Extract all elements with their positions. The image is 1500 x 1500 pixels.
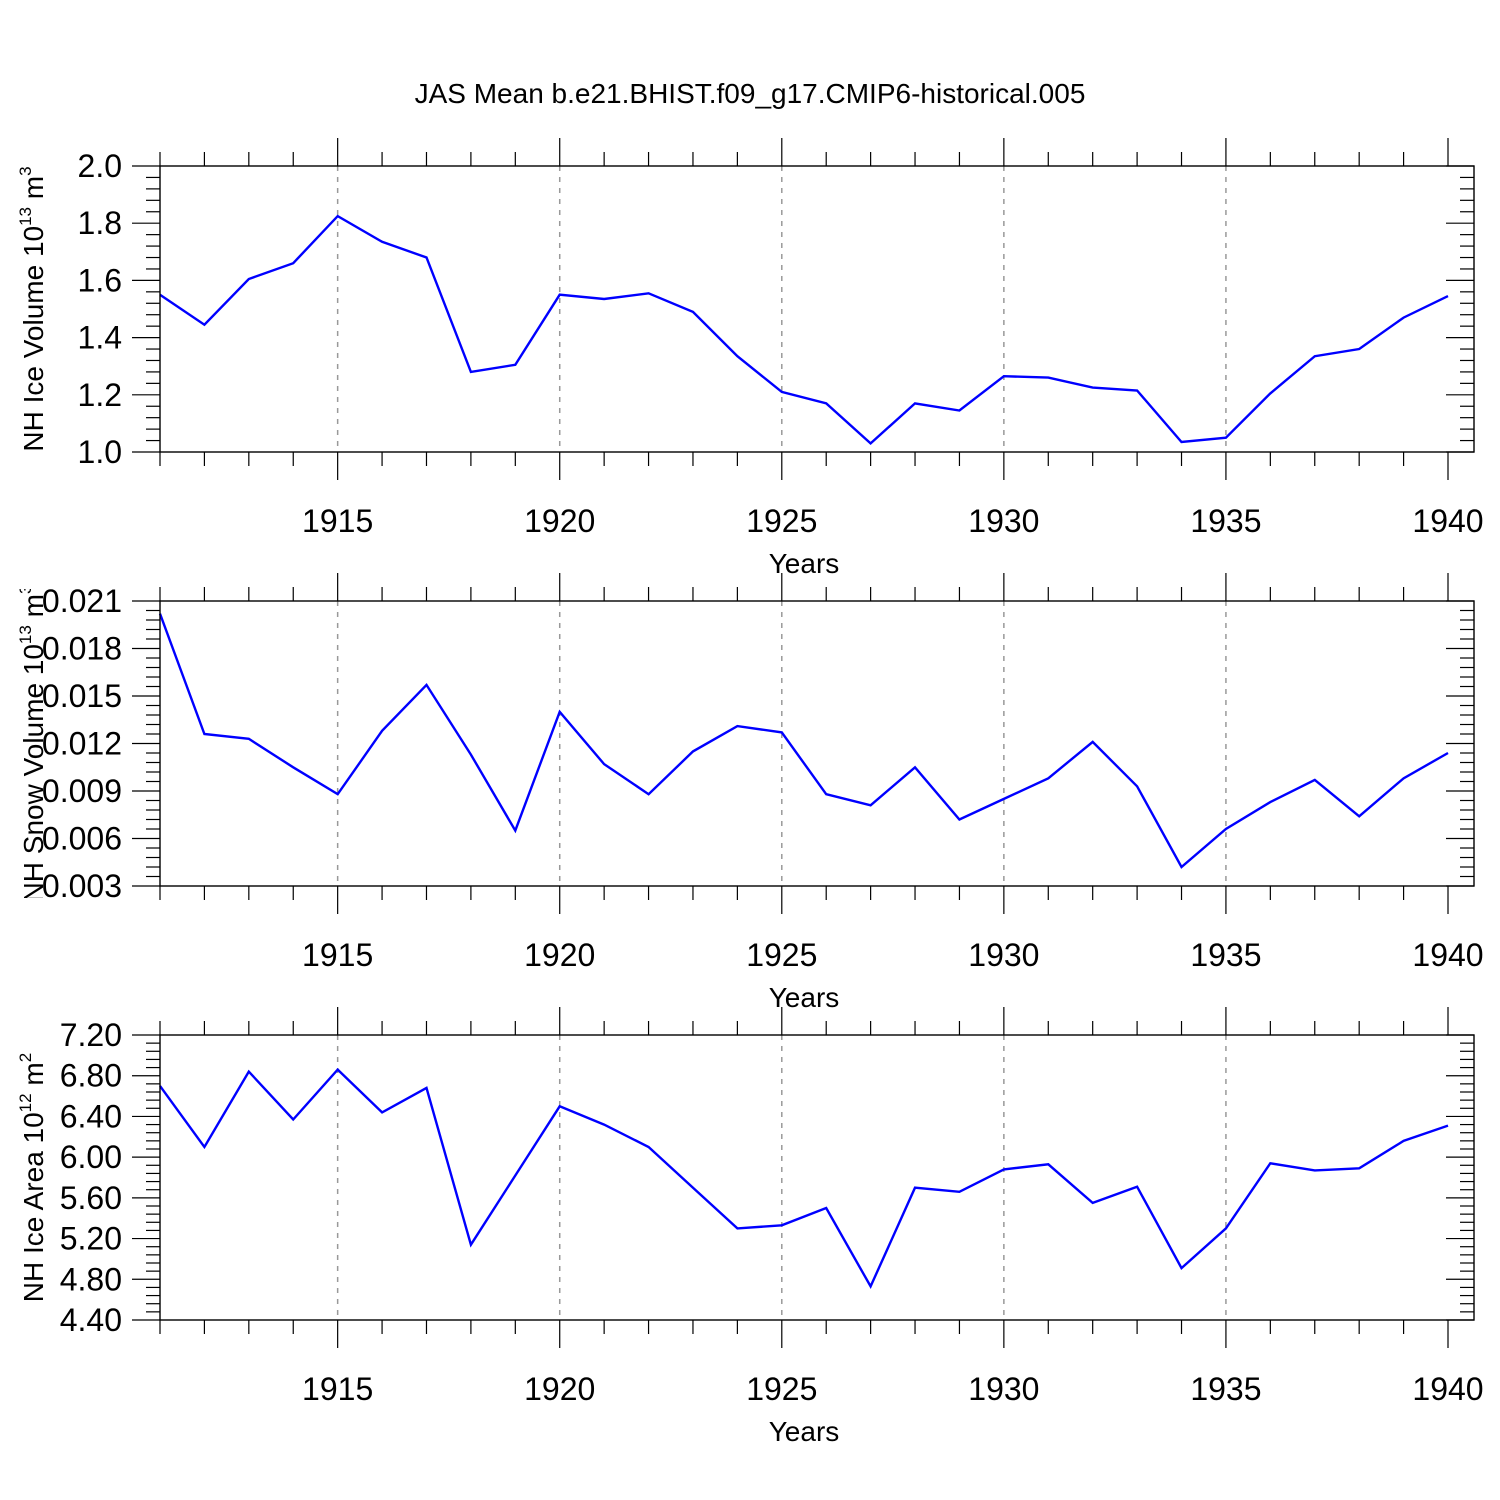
series-line — [158, 613, 1449, 869]
x-tick-label: 1925 — [746, 1371, 817, 1407]
plot-frame — [159, 1034, 1475, 1321]
y-tick-label: 0.009 — [42, 773, 122, 809]
y-tick-label: 0.015 — [42, 678, 122, 714]
x-tick-label: 1940 — [1412, 503, 1483, 539]
y-tick-label: 0.018 — [42, 631, 122, 667]
y-tick-label: 2.0 — [78, 148, 122, 184]
x-tick-label: 1930 — [968, 937, 1039, 973]
x-tick-label: 1925 — [746, 503, 817, 539]
x-axis-title: Years — [769, 982, 840, 1013]
panel-1: 1915 1920 1925 1930 1935 1940 Years 1.0 1.2 1.4 1.… — [16, 138, 1484, 579]
y-tick-label: 0.021 — [42, 583, 122, 619]
x-tick-label: 1935 — [1190, 503, 1261, 539]
y-tick-label: 6.80 — [60, 1058, 122, 1094]
y-tick-label: 0.006 — [42, 821, 122, 857]
y-tick-label: 7.20 — [60, 1017, 122, 1053]
x-tick-label: 1920 — [524, 937, 595, 973]
y-tick-label: 1.2 — [78, 377, 122, 413]
y-tick-label: 6.00 — [60, 1139, 122, 1175]
y-tick-label: 0.012 — [42, 726, 122, 762]
x-tick-label: 1935 — [1190, 937, 1261, 973]
x-tick-label: 1915 — [302, 503, 373, 539]
plot-frame — [159, 600, 1475, 887]
x-tick-label: 1940 — [1412, 937, 1483, 973]
y-axis-title: NH Ice Area 1012 m2 — [16, 1053, 49, 1302]
plot-frame — [159, 165, 1475, 453]
panel-3: 1915 1920 1925 1930 1935 1940 Years 4.40 4.80 5.2… — [16, 1007, 1484, 1447]
series-line — [159, 214, 1449, 446]
x-tick-label: 1930 — [968, 1371, 1039, 1407]
y-tick-label: 4.80 — [60, 1261, 122, 1297]
y-tick-label: 4.40 — [60, 1302, 122, 1338]
x-tick-label: 1920 — [524, 1371, 595, 1407]
x-axis-title: Years — [769, 548, 840, 579]
x-tick-label: 1930 — [968, 503, 1039, 539]
x-tick-label: 1915 — [302, 1371, 373, 1407]
series-line — [159, 1067, 1449, 1290]
y-axis-title: NH Ice Volume 1013 m3 — [16, 166, 49, 451]
x-axis-title: Years — [769, 1416, 840, 1447]
x-tick-label: 1925 — [746, 937, 817, 973]
y-tick-label: 5.60 — [60, 1180, 122, 1216]
y-tick-label: 1.0 — [78, 434, 122, 470]
y-tick-label: 1.4 — [78, 320, 122, 356]
y-tick-label: 6.40 — [60, 1098, 122, 1134]
x-tick-label: 1935 — [1190, 1371, 1261, 1407]
y-tick-label: 1.8 — [78, 205, 122, 241]
x-tick-label: 1915 — [302, 937, 373, 973]
x-tick-label: 1940 — [1412, 1371, 1483, 1407]
chart-title: JAS Mean b.e21.BHIST.f09_g17.CMIP6-histo… — [415, 78, 1086, 109]
panel-2: 1915 1920 1925 1930 1935 1940 Years 0.003 0.006 0… — [16, 573, 1484, 1013]
x-tick-label: 1920 — [524, 503, 595, 539]
y-tick-label: 5.20 — [60, 1221, 122, 1257]
y-axis-title: NH Snow Volume 1013 m3 — [16, 585, 49, 903]
y-tick-label: 0.003 — [42, 868, 122, 904]
y-tick-label: 1.6 — [78, 262, 122, 298]
